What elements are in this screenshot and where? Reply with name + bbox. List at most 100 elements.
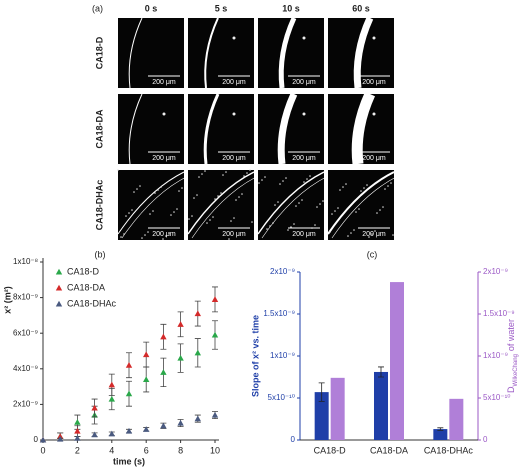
particle: [339, 189, 341, 191]
particle: [298, 202, 300, 204]
x-tick-label: 2: [75, 445, 80, 455]
error-bar: [437, 427, 444, 431]
particle: [201, 173, 203, 175]
y-axis-label: Slope of x² vs. time: [250, 315, 260, 397]
particle: [350, 232, 352, 234]
y-tick-label: 8x10⁻⁹: [13, 293, 38, 302]
column-label: 0 s: [145, 3, 158, 13]
particle: [131, 209, 133, 211]
particle: [198, 176, 200, 178]
particle: [358, 208, 360, 210]
particle: [269, 225, 271, 227]
particle: [345, 183, 347, 185]
particle: [306, 178, 308, 180]
legend-marker: [55, 284, 63, 291]
particle: [220, 192, 222, 194]
y2-label-rest: of water: [506, 319, 516, 351]
particle: [230, 220, 232, 222]
marker: [108, 430, 115, 437]
interface: [128, 17, 143, 89]
marker: [194, 310, 201, 317]
particle: [154, 192, 156, 194]
scale-bar-label: 200 μm: [222, 231, 246, 238]
bar: [314, 392, 329, 440]
particle: [334, 210, 336, 212]
legend-label: CA18-DA: [67, 282, 105, 292]
particle: [238, 196, 240, 198]
scale-bar-label: 200 μm: [362, 79, 386, 86]
micrograph: [118, 18, 184, 88]
column-label: 5 s: [215, 3, 228, 13]
particle: [293, 223, 295, 225]
marker: [125, 427, 133, 434]
particle: [274, 204, 276, 206]
y-tick-label: 2x10⁻⁹: [13, 400, 38, 409]
y-tick-label: 5x10⁻¹⁰: [268, 393, 295, 402]
marker: [91, 431, 98, 438]
particle: [117, 169, 119, 171]
particle: [209, 219, 211, 221]
interface: [261, 175, 329, 239]
particle: [337, 207, 339, 209]
particle: [157, 189, 159, 191]
particle: [290, 226, 292, 228]
particle: [285, 177, 287, 179]
particle: [141, 237, 143, 239]
row-label: CA18-DHAc: [94, 180, 104, 231]
particle: [295, 205, 297, 207]
particle: [217, 195, 219, 197]
particle: [162, 112, 166, 116]
particle: [376, 212, 378, 214]
particle: [319, 203, 321, 205]
particle: [228, 238, 230, 240]
legend-label: CA18-D: [67, 266, 100, 276]
y2-tick-label: 1.5x10⁻⁹: [483, 309, 515, 318]
particle: [196, 194, 198, 196]
panel-label: (a): [92, 3, 103, 13]
interface: [331, 175, 399, 239]
marker: [211, 331, 219, 338]
particle: [382, 206, 384, 208]
y-tick-label: 0: [291, 435, 296, 444]
interface: [203, 93, 220, 165]
legend-label: CA18-DHAc: [67, 298, 117, 308]
x-tick-label: 10: [210, 445, 220, 455]
marker: [57, 435, 64, 442]
row-label: CA18-D: [94, 36, 104, 69]
error-bar: [378, 366, 384, 378]
particle: [128, 212, 130, 214]
particle: [246, 172, 248, 174]
particle: [144, 234, 146, 236]
x-tick-label: CA18-D: [314, 445, 347, 455]
particle: [302, 112, 306, 116]
interface: [204, 17, 219, 89]
interface: [128, 93, 143, 165]
particle: [264, 176, 266, 178]
interface: [187, 171, 255, 235]
scale-bar-label: 200 μm: [292, 231, 316, 238]
y2-tick-label: 1x10⁻⁹: [483, 351, 508, 360]
particle: [241, 193, 243, 195]
bar: [330, 377, 345, 440]
marker: [125, 362, 133, 368]
bar: [449, 398, 464, 440]
particle: [302, 36, 306, 40]
particle: [188, 218, 190, 220]
particle: [193, 197, 195, 199]
particle: [384, 188, 386, 190]
particle: [176, 208, 178, 210]
particle: [372, 36, 376, 40]
scale-bar-label: 200 μm: [362, 155, 386, 162]
particle: [123, 233, 125, 235]
legend-marker: [55, 268, 63, 275]
y-tick-label: 4x10⁻⁹: [13, 364, 38, 373]
bar: [433, 429, 448, 440]
particle: [303, 181, 305, 183]
y2-tick-label: 5x10⁻¹⁰: [483, 393, 510, 402]
particle: [120, 236, 122, 238]
error-bar: [318, 382, 325, 402]
marker: [160, 333, 167, 340]
particle: [249, 169, 251, 171]
particle: [206, 222, 208, 224]
